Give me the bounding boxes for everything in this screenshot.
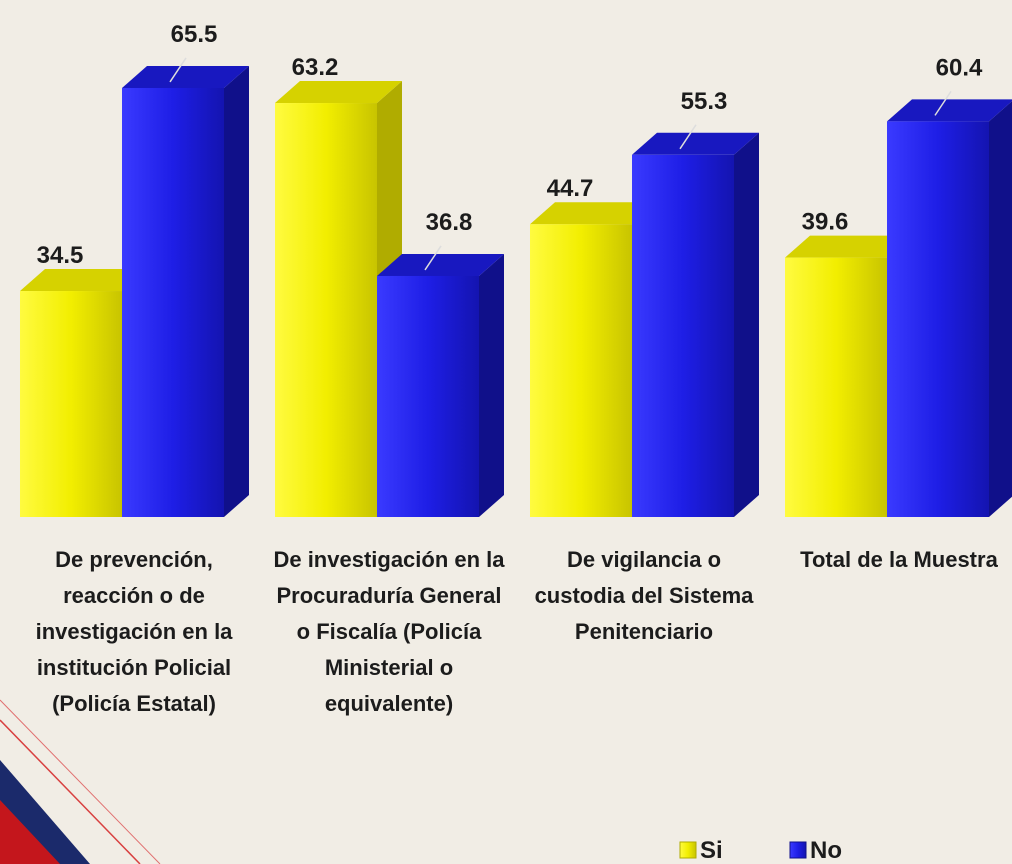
- bar: [122, 66, 249, 517]
- bar-side: [989, 99, 1012, 517]
- bar: [887, 99, 1012, 517]
- category-label: De investigación en la Procuraduría Gene…: [271, 542, 507, 722]
- data-label: 63.2: [292, 54, 339, 81]
- bar-front: [122, 88, 224, 517]
- bar: [377, 254, 504, 517]
- legend-swatch: [680, 842, 696, 858]
- chart: 34.5 65.5 63.2 36.8 44.7 55.3 39.6 60.4 Si No De …: [0, 0, 1012, 864]
- data-label: 36.8: [426, 209, 473, 236]
- data-label: 34.5: [37, 242, 84, 269]
- legend-label: Si: [700, 837, 723, 864]
- data-label: 55.3: [681, 88, 728, 115]
- bar-front: [785, 258, 887, 517]
- data-label: 39.6: [802, 209, 849, 236]
- category-label: De prevención, reacción o de investigaci…: [16, 542, 252, 722]
- bar-side: [224, 66, 249, 517]
- bar-side: [479, 254, 504, 517]
- corner-decoration: [0, 700, 160, 864]
- bar-front: [530, 224, 632, 517]
- legend-swatch: [790, 842, 806, 858]
- category-label: Total de la Muestra: [781, 542, 1012, 578]
- legend-label: No: [810, 837, 842, 864]
- data-label: 65.5: [171, 21, 218, 48]
- data-label: 60.4: [936, 54, 983, 81]
- bar-front: [20, 291, 122, 517]
- category-label: De vigilancia o custodia del Sistema Pen…: [526, 542, 762, 650]
- bar-front: [887, 121, 989, 517]
- bar-front: [275, 103, 377, 517]
- data-label: 44.7: [547, 175, 594, 202]
- bar: [632, 133, 759, 517]
- bar-front: [632, 155, 734, 517]
- bar-side: [734, 133, 759, 517]
- chart-svg: 34.5 65.5 63.2 36.8 44.7 55.3 39.6 60.4 Si No: [0, 0, 1012, 864]
- bar-front: [377, 276, 479, 517]
